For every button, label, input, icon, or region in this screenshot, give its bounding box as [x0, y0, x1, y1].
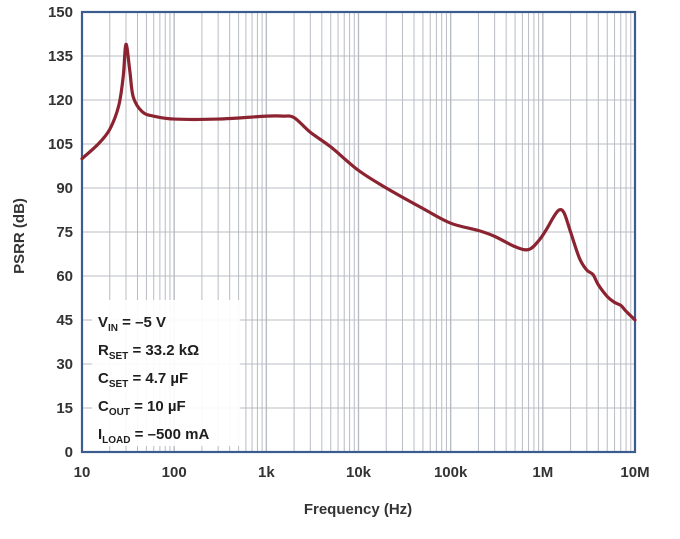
x-tick-label: 1M: [532, 464, 553, 481]
y-tick-label: 135: [48, 48, 73, 65]
y-tick-label: 120: [48, 92, 73, 109]
y-tick-label: 105: [48, 136, 73, 153]
annotation-line: ILOAD = –500 mA: [98, 426, 209, 446]
annotation-background: [92, 300, 240, 446]
annotation-line: CSET = 4.7 µF: [98, 370, 188, 390]
x-tick-label: 1k: [258, 464, 275, 481]
psrr-series-line: [80, 42, 637, 322]
y-tick-label: 0: [65, 444, 73, 461]
plot-area-frame: [80, 10, 637, 454]
y-tick-labels: 0 15 30 45 60 75 90 105 120 135 150: [48, 4, 73, 461]
y-tick-label: 150: [48, 4, 73, 21]
annotation-line: RSET = 33.2 kΩ: [98, 342, 199, 362]
y-tick-label: 75: [56, 224, 73, 241]
annotation-line: COUT = 10 µF: [98, 398, 186, 418]
x-tick-label: 10: [74, 464, 91, 481]
grid-lines: [81, 11, 636, 453]
x-tick-label: 100: [162, 464, 187, 481]
x-axis-label: Frequency (Hz): [304, 501, 412, 518]
y-tick-label: 90: [56, 180, 73, 197]
series-layer: [80, 42, 637, 322]
x-tick-labels: 10 100 1k 10k 100k 1M 10M: [74, 464, 650, 481]
y-tick-label: 15: [56, 400, 73, 417]
annotation-line: VIN = –5 V: [98, 314, 166, 334]
x-tick-label: 100k: [434, 464, 468, 481]
x-tick-label: 10M: [620, 464, 649, 481]
y-tick-label: 60: [56, 268, 73, 285]
x-tick-label: 10k: [346, 464, 372, 481]
condition-annotation: VIN = –5 V RSET = 33.2 kΩ CSET = 4.7 µF COU…: [92, 300, 240, 446]
y-tick-label: 45: [56, 312, 73, 329]
y-tick-label: 30: [56, 356, 73, 373]
y-axis-label: PSRR (dB): [11, 198, 28, 274]
